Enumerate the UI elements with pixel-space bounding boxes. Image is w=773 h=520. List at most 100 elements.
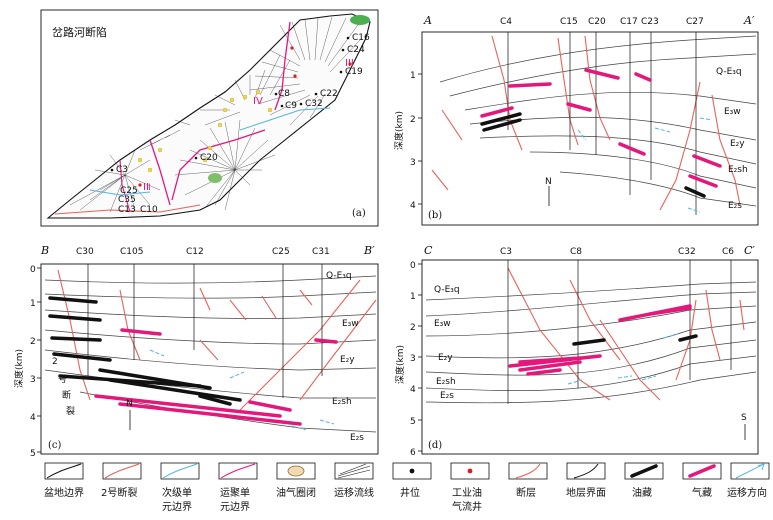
- unit-boundary-4: [119, 159, 131, 213]
- panel-b-axis-title: 深度(km): [393, 111, 405, 150]
- panel-d-tick-4: 4: [410, 385, 416, 395]
- panel-b-stratum-3: E₂y: [730, 139, 745, 149]
- legend-label-11: 油藏: [632, 486, 652, 499]
- panel-c-tick-5: 5: [30, 449, 36, 459]
- legend-label-8b: 气流井: [452, 500, 482, 513]
- panel-c-reservoirs: [48, 296, 338, 426]
- panel-b-label: (b): [428, 210, 442, 221]
- panel-d-stratum-5: E₂s: [440, 391, 454, 401]
- panel-b-reservoirs: [480, 68, 722, 198]
- unit-boundary-1: [274, 21, 291, 111]
- panel-b-layers: [439, 35, 757, 207]
- panel-b-north: N: [545, 177, 552, 187]
- panel-d-section: C C′ 0 1 2 3 4 5 6 深度(km): [394, 244, 759, 458]
- panel-d-stratum-2: E₃w: [434, 319, 451, 329]
- legend-label-4a: 运聚单: [220, 487, 250, 499]
- green-patch-2: [208, 173, 222, 183]
- fault-label-char-4: 裂: [66, 406, 75, 417]
- panel-b-stratum-2: E₃w: [724, 107, 741, 117]
- panel-d-wells: [507, 260, 732, 404]
- panel-c-well-C31: C31: [312, 247, 330, 257]
- legend-label-6: 运移流线: [334, 486, 374, 499]
- panel-d-well-C8: C8: [570, 247, 582, 257]
- panel-c-stratum-1: Q-E₃q: [326, 271, 352, 281]
- legend: 盆地边界 2号断裂 次级单 元边界 运聚单 元边界 油气圈闭 运移流线 井位 工…: [44, 462, 770, 513]
- traps: [137, 89, 273, 173]
- panel-c-migration: [149, 349, 335, 431]
- industrial-wells-a: [138, 46, 352, 187]
- panel-d-well-C32: C32: [678, 247, 696, 257]
- panel-c-tick-4: 4: [30, 413, 36, 423]
- legend-label-3b: 元边界: [162, 501, 192, 513]
- well-C13: C13: [118, 205, 136, 215]
- panel-a-title: 岔路河断陷: [52, 25, 107, 39]
- fault-label-char-3: 断: [62, 389, 71, 401]
- well-C25: C25: [120, 186, 138, 196]
- legend-label-7: 井位: [400, 486, 420, 499]
- panel-b-well-C17: C17: [620, 17, 638, 27]
- panel-c-left-end: B: [40, 244, 49, 257]
- panel-b-left-end: A: [423, 14, 432, 27]
- panel-d-tick-3: 3: [410, 354, 416, 364]
- panel-d-tick-2: 2: [410, 323, 416, 333]
- panel-d-well-C3: C3: [500, 247, 512, 257]
- panel-c-section: B B′ 0 1 2 3 4 5 深度(km): [13, 244, 379, 459]
- panel-c-north: N: [126, 399, 133, 409]
- panel-b-well-C15: C15: [560, 17, 578, 27]
- panel-b-wells: [507, 32, 697, 215]
- sub-boundary-1: [239, 107, 331, 131]
- panel-b-axis-ticks: [418, 73, 422, 205]
- legend-label-10: 地层界面: [566, 486, 606, 499]
- well-C32: C32: [305, 99, 323, 109]
- panel-d-left-end: C: [424, 244, 433, 257]
- legend-label-12: 气藏: [692, 486, 712, 499]
- panel-c-label: (c): [48, 440, 62, 451]
- well-C35: C35: [118, 195, 136, 205]
- green-patch-1: [350, 15, 370, 25]
- legend-symbols: [44, 462, 770, 480]
- panel-c-axis-ticks: [37, 267, 41, 453]
- panel-b-right-end: A′: [743, 14, 755, 27]
- fault-label-char-1: 2: [52, 357, 58, 367]
- panel-c-right-end: B′: [363, 244, 375, 257]
- panel-d-stratum-1: Q-E₃q: [434, 285, 460, 295]
- panel-b-frame: [421, 31, 759, 226]
- panel-d-well-C6: C6: [722, 247, 734, 257]
- panel-d-stratum-4: E₂sh: [436, 377, 456, 387]
- panel-b-stratum-1: Q-E₃q: [716, 67, 742, 77]
- panel-c-stratum-3: E₂y: [340, 355, 355, 365]
- unit-boundary-3: [149, 139, 171, 206]
- panel-b-tick-4: 4: [410, 201, 416, 211]
- panel-a-label: (a): [352, 208, 366, 219]
- legend-labels: 盆地边界 2号断裂 次级单 元边界 运聚单 元边界 油气圈闭 运移流线 井位 工…: [44, 486, 767, 513]
- well-C9: C9: [285, 101, 297, 111]
- panel-c-stratum-5: E₂s: [350, 433, 364, 443]
- panel-b-section: A A′ 1 2 3 4 深度(km): [393, 14, 759, 226]
- panel-c-axis-title: 深度(km): [13, 349, 25, 388]
- legend-label-4b: 元边界: [220, 501, 250, 513]
- panel-a-map: 岔路河断陷 (a) I II III IV C16 C24 C19 C22 C3…: [40, 9, 379, 227]
- panel-b-faults: [431, 35, 741, 211]
- panel-c-stratum-2: E₃w: [342, 319, 359, 329]
- panel-c-well-C30: C30: [76, 247, 94, 257]
- panel-c-faults: [57, 269, 377, 411]
- panel-d-reservoirs: [508, 304, 698, 376]
- panel-c-tick-0: 0: [30, 265, 36, 275]
- zone-label-I: I: [148, 183, 151, 193]
- migration-streamlines: [69, 16, 361, 213]
- zone-label-IV: IV: [253, 96, 263, 107]
- panel-c-tick-2: 2: [30, 337, 36, 347]
- panel-c-stratum-4: E₂sh: [332, 397, 352, 407]
- panel-b-stratum-4: E₂sh: [728, 165, 748, 175]
- panel-c-well-C105: C105: [120, 247, 143, 257]
- panel-c-tick-1: 1: [30, 299, 36, 309]
- well-C3: C3: [116, 165, 128, 175]
- panel-d-label: (d): [428, 440, 442, 451]
- well-C19: C19: [345, 67, 363, 77]
- panel-b-stratum-5: E₂s: [728, 201, 742, 211]
- well-C20: C20: [200, 153, 218, 163]
- well-C24: C24: [347, 45, 365, 55]
- zone-label-II: II: [143, 182, 149, 193]
- panel-d-tick-0: 0: [410, 261, 416, 271]
- panel-d-stratum-3: E₂y: [438, 353, 453, 363]
